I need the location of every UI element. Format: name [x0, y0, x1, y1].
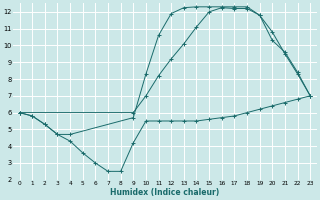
X-axis label: Humidex (Indice chaleur): Humidex (Indice chaleur)	[110, 188, 220, 197]
